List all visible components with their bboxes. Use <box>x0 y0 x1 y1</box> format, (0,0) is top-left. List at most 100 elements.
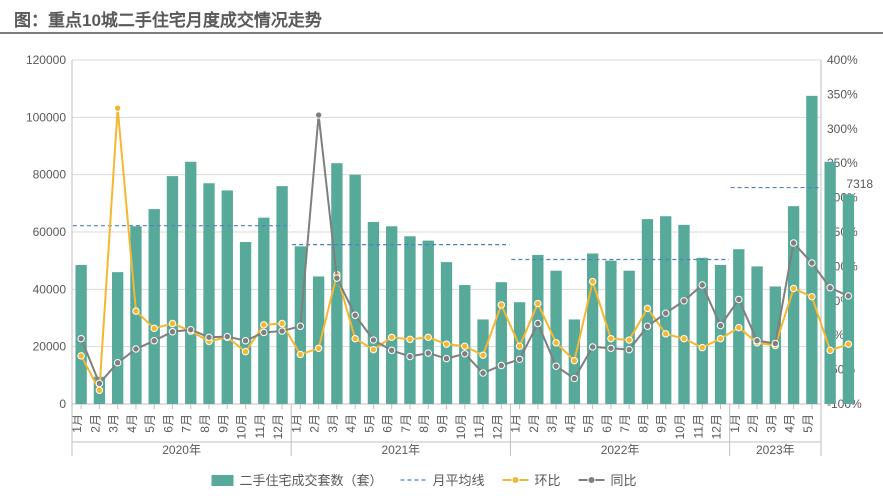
bar <box>185 162 196 404</box>
yoy-marker <box>370 337 376 343</box>
bar <box>423 241 434 404</box>
bar <box>313 276 324 404</box>
yoy-marker <box>790 240 796 246</box>
title-underline <box>0 32 883 34</box>
legend-mom-label: 环比 <box>535 473 561 488</box>
yoy-marker <box>206 334 212 340</box>
mom-marker <box>462 343 468 349</box>
bar <box>331 163 342 404</box>
yoy-marker <box>352 312 358 318</box>
mom-marker <box>553 340 559 346</box>
yoy-marker <box>114 360 120 366</box>
mom-marker <box>388 334 394 340</box>
x-tick-label: 2月 <box>88 414 102 433</box>
x-tick-label: 4月 <box>344 414 358 433</box>
bar <box>788 206 799 404</box>
y-right-tick: 350% <box>827 87 858 101</box>
mom-marker <box>425 334 431 340</box>
y-left-tick: 60000 <box>33 225 67 239</box>
bar <box>75 265 86 404</box>
yoy-marker <box>388 347 394 353</box>
x-tick-label: 4月 <box>783 414 797 433</box>
mom-marker <box>242 349 248 355</box>
x-tick-label: 6月 <box>161 414 175 433</box>
mom-marker <box>498 302 504 308</box>
yoy-marker <box>608 345 614 351</box>
bar <box>240 242 251 404</box>
yoy-marker <box>535 320 541 326</box>
year-label: 2021年 <box>381 443 420 457</box>
yoy-marker <box>644 323 650 329</box>
bar <box>349 175 360 404</box>
bar <box>368 222 379 404</box>
yoy-marker <box>334 275 340 281</box>
bar <box>441 262 452 404</box>
legend-yoy-marker <box>588 477 595 484</box>
mom-marker <box>407 336 413 342</box>
x-tick-label: 12月 <box>710 414 724 439</box>
yoy-marker <box>553 363 559 369</box>
yoy-marker <box>480 370 486 376</box>
x-tick-label: 11月 <box>472 414 486 438</box>
bar <box>605 261 616 404</box>
bar <box>112 272 123 404</box>
y-left-tick: 120000 <box>26 53 66 67</box>
bar <box>587 254 598 405</box>
legend-yoy-label: 同比 <box>611 473 637 488</box>
mom-marker <box>736 324 742 330</box>
mom-marker <box>443 341 449 347</box>
yoy-marker <box>261 329 267 335</box>
x-tick-label: 10月 <box>454 414 468 439</box>
x-tick-label: 5月 <box>143 414 157 433</box>
x-tick-label: 6月 <box>381 414 395 433</box>
mom-marker <box>571 357 577 363</box>
bar <box>678 225 689 404</box>
bar <box>697 258 708 404</box>
bar <box>149 209 160 404</box>
mom-marker <box>480 352 486 358</box>
x-tick-label: 8月 <box>417 414 431 433</box>
mom-marker <box>169 320 175 326</box>
y-right-tick: 300% <box>827 122 858 136</box>
x-tick-label: 2月 <box>527 414 541 433</box>
yoy-marker <box>133 346 139 352</box>
yoy-marker <box>809 260 815 266</box>
mom-marker <box>845 341 851 347</box>
mom-marker <box>626 337 632 343</box>
yoy-marker <box>462 351 468 357</box>
yoy-marker <box>498 362 504 368</box>
year-label: 2023年 <box>756 443 795 457</box>
x-tick-label: 3月 <box>545 414 559 433</box>
yoy-marker <box>188 326 194 332</box>
x-tick-label: 8月 <box>198 414 212 433</box>
x-tick-label: 7月 <box>180 414 194 433</box>
legend-avg-label: 月平均线 <box>433 473 485 488</box>
x-tick-label: 8月 <box>636 414 650 433</box>
yoy-marker <box>827 285 833 291</box>
x-tick-label: 7月 <box>399 414 413 433</box>
chart-area: 020000400006000080000100000120000-100%-5… <box>10 44 873 498</box>
x-tick-label: 6月 <box>600 414 614 433</box>
legend-mom-marker <box>512 477 519 484</box>
x-tick-label: 11月 <box>691 414 705 438</box>
mom-marker <box>352 335 358 341</box>
mom-marker <box>681 335 687 341</box>
x-tick-label: 11月 <box>253 414 267 438</box>
yoy-marker <box>407 353 413 359</box>
mom-marker <box>699 344 705 350</box>
x-tick-label: 5月 <box>582 414 596 433</box>
mom-marker <box>114 105 120 111</box>
mom-marker <box>261 322 267 328</box>
yoy-marker <box>754 338 760 344</box>
yoy-marker <box>242 338 248 344</box>
bar <box>404 236 415 404</box>
mom-marker <box>790 285 796 291</box>
x-tick-label: 10月 <box>235 414 249 439</box>
year-label: 2020年 <box>162 443 201 457</box>
x-tick-label: 5月 <box>801 414 815 433</box>
x-tick-label: 2月 <box>746 414 760 433</box>
yoy-marker <box>589 344 595 350</box>
bar <box>203 183 214 404</box>
bar <box>167 176 178 404</box>
yoy-marker <box>425 350 431 356</box>
